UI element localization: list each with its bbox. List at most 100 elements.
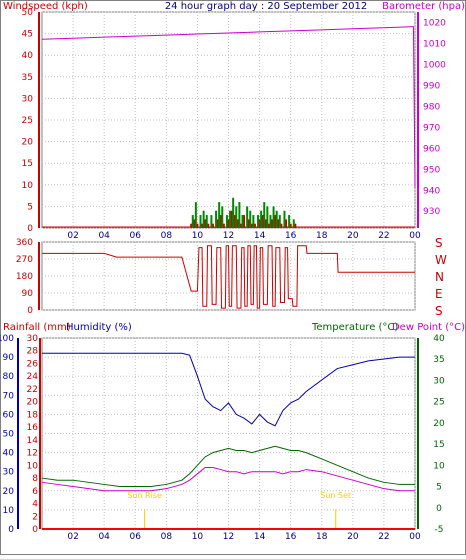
compass-label: E — [435, 287, 443, 301]
rainfall-tick-label: 8 — [32, 474, 38, 484]
temperature-tick-label: -5 — [435, 525, 444, 535]
windspeed-tick-label: 15 — [22, 159, 33, 169]
rainfall-tick-label: 12 — [27, 449, 38, 459]
barometer-line — [41, 26, 416, 189]
windspeed-tick-label: 10 — [22, 181, 34, 191]
rainfall-tick-label: 6 — [32, 487, 38, 497]
windspeed-tick-label: 5 — [27, 202, 33, 212]
compass-label: W — [435, 253, 447, 267]
direction-tick-label: 90 — [22, 289, 34, 299]
rainfall-tick-label: 22 — [27, 385, 38, 395]
humidity-tick-label: 40 — [3, 449, 15, 459]
humidity-tick-label: 90 — [3, 353, 15, 363]
rainfall-tick-label: 14 — [27, 436, 39, 446]
temperature-line — [41, 445, 415, 488]
rainfall-tick-label: 16 — [27, 423, 39, 433]
windspeed-axis-title: Windspeed (kph) — [3, 1, 88, 12]
barometer-tick-label: 950 — [423, 165, 440, 175]
x-tick-label: 02 — [67, 231, 78, 241]
humidity-tick-label: 50 — [3, 430, 15, 440]
x-tick-label: 00 — [409, 532, 421, 542]
chart-title: 24 hour graph day : 20 September 2012 — [165, 1, 367, 12]
rainfall-tick-label: 18 — [27, 410, 39, 420]
rainfall-tick-label: 10 — [27, 461, 39, 471]
windspeed-tick-label: 20 — [22, 138, 34, 148]
barometer-tick-label: 990 — [423, 81, 440, 91]
temperature-tick-label: 20 — [433, 419, 445, 429]
x-tick-label: 18 — [316, 231, 328, 241]
windspeed-tick-label: 0 — [27, 224, 33, 234]
barometer-tick-label: 940 — [423, 186, 440, 196]
humidity-line — [42, 352, 415, 427]
dewpoint-axis-title: Dew Point (°C) — [392, 322, 465, 333]
rainfall-tick-label: 24 — [27, 372, 39, 382]
x-tick-label: 16 — [285, 231, 297, 241]
windspeed-tick-label: 50 — [22, 8, 34, 18]
humidity-tick-label: 20 — [3, 487, 15, 497]
x-tick-label: 02 — [67, 532, 78, 542]
x-tick-label: 16 — [285, 532, 297, 542]
x-tick-label: 06 — [130, 231, 142, 241]
temperature-tick-label: 30 — [433, 376, 445, 386]
temperature-tick-label: 40 — [433, 334, 445, 344]
windspeed-tick-label: 30 — [22, 94, 34, 104]
windspeed-tick-label: 40 — [22, 51, 34, 61]
humidity-tick-label: 30 — [3, 468, 15, 478]
humidity-tick-label: 70 — [3, 391, 15, 401]
rainfall-tick-label: 28 — [27, 347, 39, 357]
rainfall-tick-label: 2 — [32, 512, 38, 522]
windspeed-tick-label: 35 — [22, 73, 33, 83]
direction-tick-label: 180 — [16, 272, 33, 282]
barometer-axis-title: Barometer (hpa) — [382, 1, 465, 12]
x-tick-label: 00 — [409, 231, 421, 241]
x-tick-label: 22 — [378, 532, 389, 542]
wind-direction-line — [42, 245, 415, 309]
direction-tick-label: 0 — [27, 306, 33, 316]
barometer-tick-label: 930 — [423, 207, 440, 217]
direction-tick-label: 270 — [16, 255, 33, 265]
barometer-tick-label: 980 — [423, 102, 440, 112]
direction-tick-label: 360 — [16, 238, 33, 248]
humidity-axis-title: Humidity (%) — [66, 322, 132, 333]
humidity-tick-label: 0 — [8, 525, 14, 535]
x-tick-label: 14 — [254, 231, 266, 241]
humidity-tick-label: 10 — [3, 506, 15, 516]
x-tick-label: 08 — [161, 231, 173, 241]
x-tick-label: 06 — [130, 532, 142, 542]
dewpoint-line — [41, 466, 415, 492]
rainfall-tick-label: 20 — [27, 398, 39, 408]
barometer-tick-label: 970 — [423, 123, 440, 133]
compass-label: N — [435, 270, 444, 284]
windspeed-tick-label: 45 — [22, 30, 33, 40]
temperature-tick-label: 25 — [433, 398, 444, 408]
x-tick-label: 10 — [192, 231, 204, 241]
compass-label: S — [435, 304, 443, 318]
x-tick-label: 04 — [98, 231, 110, 241]
compass-label: S — [435, 236, 443, 250]
temperature-tick-label: 0 — [436, 504, 442, 514]
humidity-tick-label: 80 — [3, 372, 15, 382]
x-tick-label: 12 — [223, 231, 234, 241]
rainfall-tick-label: 26 — [27, 359, 39, 369]
x-tick-label: 14 — [254, 532, 266, 542]
humidity-tick-label: 100 — [0, 334, 14, 344]
x-tick-label: 20 — [347, 532, 359, 542]
barometer-tick-label: 960 — [423, 144, 440, 154]
series-layer: Sun Rise Sun Set — [41, 26, 416, 530]
x-tick-label: 04 — [98, 532, 110, 542]
rainfall-tick-label: 4 — [32, 500, 38, 510]
temperature-tick-label: 35 — [433, 355, 444, 365]
x-tick-label: 18 — [316, 532, 328, 542]
x-tick-label: 10 — [192, 532, 204, 542]
barometer-tick-label: 1020 — [423, 18, 446, 28]
x-tick-label: 20 — [347, 231, 359, 241]
rainfall-axis-title: Rainfall (mm) — [3, 322, 71, 333]
humidity-tick-label: 60 — [3, 410, 15, 420]
temperature-tick-label: 10 — [433, 461, 445, 471]
rainfall-tick-label: 0 — [32, 525, 38, 535]
temperature-tick-label: 15 — [433, 440, 444, 450]
temperature-axis-title: Temperature (°C) — [311, 322, 398, 333]
